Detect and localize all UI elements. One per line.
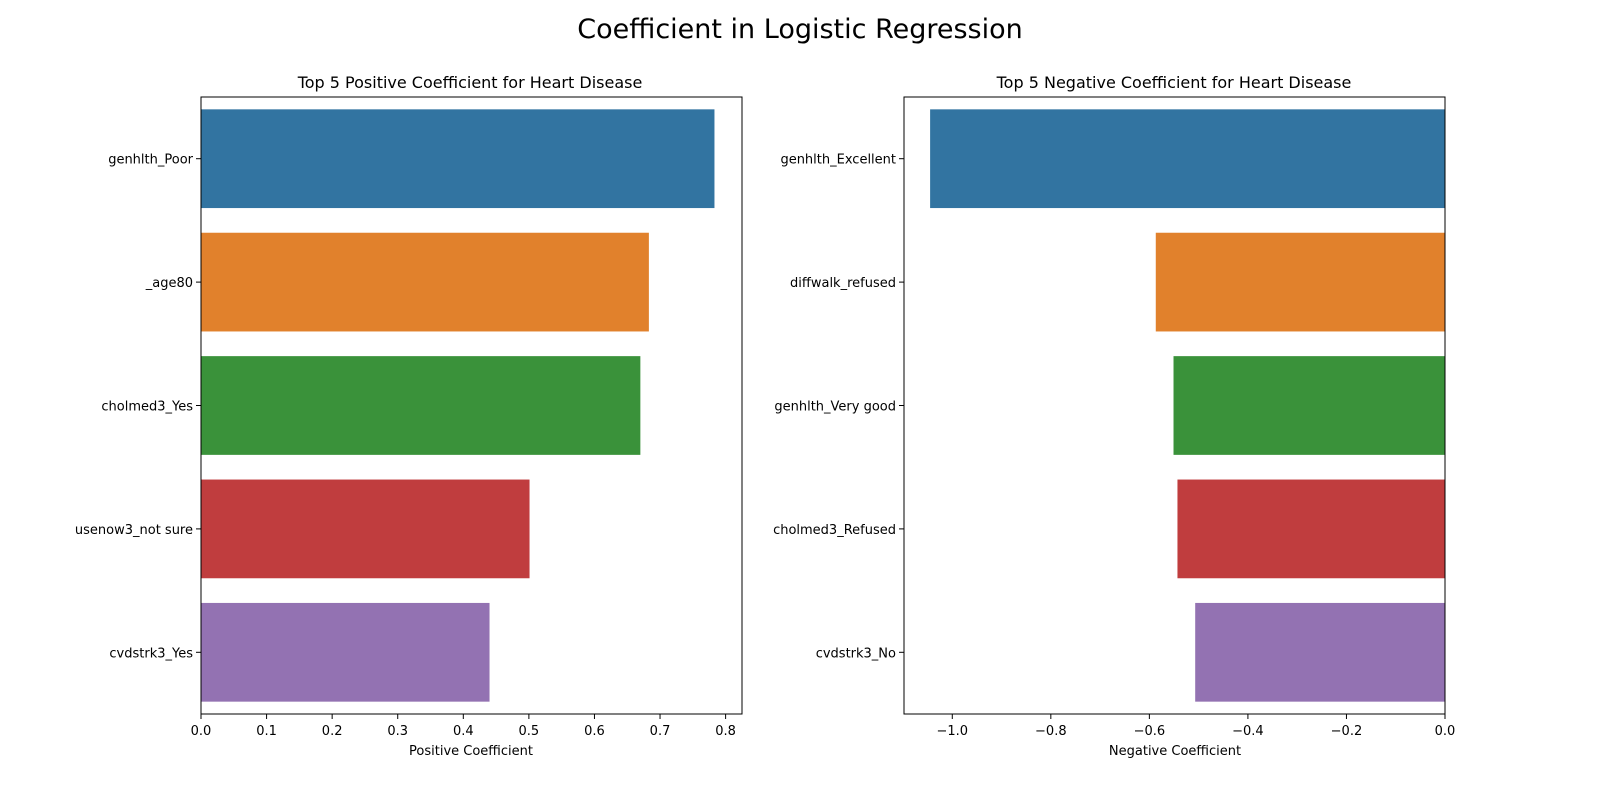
negative-bar-2: [1155, 232, 1445, 332]
positive-x-tick-label: 0.0: [191, 724, 212, 739]
positive-x-ticks: 0.0 0.1 0.2 0.3 0.4 0.5 0.6 0.7 0.8: [191, 714, 736, 739]
positive-coefficient-chart: Top 5 Positive Coefficient for Heart Dis…: [75, 73, 743, 759]
negative-y-tick-label: cvdstrk3_No: [816, 646, 896, 661]
negative-coefficient-chart: Top 5 Negative Coefficient for Heart Dis…: [773, 73, 1455, 759]
positive-x-axis-label: Positive Coefficient: [409, 744, 533, 759]
positive-x-tick-label: 0.2: [322, 724, 343, 739]
positive-y-tick-label: _age80: [145, 276, 193, 291]
negative-x-tick-label: −0.4: [1232, 724, 1264, 739]
negative-x-tick-label: −1.0: [936, 724, 968, 739]
positive-bar-1: [201, 109, 715, 209]
negative-bar-3: [1173, 356, 1445, 455]
positive-y-tick-label: cvdstrk3_Yes: [109, 646, 193, 661]
negative-x-tick-label: −0.8: [1035, 724, 1067, 739]
negative-bar-1: [930, 109, 1445, 209]
positive-bar-4: [201, 479, 530, 579]
positive-x-tick-label: 0.6: [584, 724, 605, 739]
positive-bar-2: [201, 232, 649, 332]
negative-y-tick-label: genhlth_Very good: [774, 400, 896, 415]
positive-x-tick-label: 0.4: [453, 724, 474, 739]
negative-y-tick-label: cholmed3_Refused: [773, 523, 896, 538]
negative-y-tick-label: diffwalk_refused: [790, 276, 896, 291]
positive-y-tick-label: usenow3_not sure: [75, 523, 193, 538]
negative-y-ticks: genhlth_Excellent diffwalk_refusedgenhlth…: [773, 153, 904, 661]
negative-chart-title: Top 5 Negative Coefficient for Heart Dis…: [996, 73, 1352, 92]
positive-x-tick-label: 0.1: [256, 724, 277, 739]
negative-x-tick-label: 0.0: [1435, 724, 1456, 739]
negative-axes-frame: [903, 96, 1446, 715]
positive-x-tick-label: 0.8: [715, 724, 736, 739]
positive-x-tick-label: 0.3: [387, 724, 408, 739]
negative-bars: [930, 109, 1445, 702]
figure-title: Coefficient in Logistic Regression: [577, 14, 1023, 45]
positive-axes-frame: [200, 96, 743, 715]
positive-x-tick-label: 0.5: [519, 724, 540, 739]
positive-bar-3: [201, 356, 641, 455]
negative-x-axis-label: Negative Coefficient: [1109, 744, 1241, 759]
positive-y-tick-label: cholmed3_Yes: [101, 400, 193, 415]
positive-y-ticks: genhlth_Poor _age80 cholmed3_Yes usenow3_no…: [75, 153, 201, 661]
negative-x-ticks: −1.0 −0.8 −0.6 −0.4 −0.2 0.0: [936, 714, 1455, 739]
negative-bar-4: [1177, 479, 1445, 579]
positive-bars: [201, 109, 715, 702]
negative-x-tick-label: −0.2: [1331, 724, 1363, 739]
positive-chart-title: Top 5 Positive Coefficient for Heart Dis…: [297, 73, 643, 92]
positive-bar-5: [201, 602, 490, 702]
negative-bar-5: [1195, 602, 1445, 702]
negative-y-tick-label: genhlth_Excellent: [780, 153, 896, 168]
positive-y-tick-label: genhlth_Poor: [108, 153, 193, 168]
negative-x-tick-label: −0.6: [1134, 724, 1166, 739]
positive-x-tick-label: 0.7: [650, 724, 671, 739]
